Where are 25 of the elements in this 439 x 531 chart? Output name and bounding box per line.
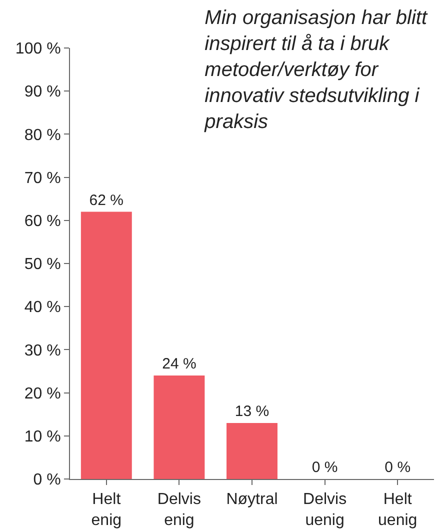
x-tick-label: Delvis uenig: [303, 491, 347, 529]
x-tick-label: Nøytral: [226, 491, 278, 508]
data-label: 0 %: [312, 459, 338, 476]
x-tick-label: Delvis enig: [157, 491, 201, 529]
y-tick-label: 60 %: [24, 213, 61, 230]
data-label: 62 %: [89, 192, 124, 209]
y-tick-label: 40 %: [24, 299, 61, 316]
y-tick-label: 70 %: [24, 170, 61, 187]
x-tick-label: Helt enig: [91, 491, 122, 529]
y-tick-label: 100 %: [15, 40, 61, 58]
y-tick-label: 50 %: [24, 256, 61, 274]
data-label: 13 %: [234, 402, 270, 420]
x-tick-label: Helt uenig: [378, 491, 418, 529]
y-tick-label: 80 %: [24, 126, 61, 144]
bar: [226, 422, 278, 479]
y-tick-label: 90 %: [24, 84, 61, 101]
y-tick-label: 20 %: [24, 385, 61, 402]
y-tick-label: 30 %: [24, 342, 61, 360]
bar: [80, 212, 132, 479]
bar: [154, 376, 205, 479]
text: Min organisasjon har blitt inspirert til å ta i bruk metoder/verktøy for innovativ stedsutvikling i praksis: [204, 6, 428, 133]
y-tick-label: 10 %: [24, 428, 61, 446]
data-label: 0 %: [384, 459, 411, 476]
data-label: 24 %: [162, 356, 196, 373]
y-tick-label: 0 %: [33, 472, 61, 489]
